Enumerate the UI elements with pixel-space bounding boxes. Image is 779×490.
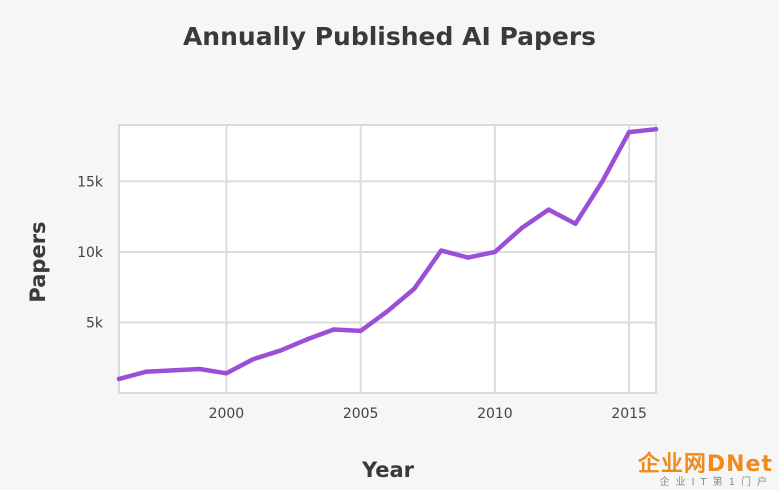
x-tick-label: 2005 [343, 406, 379, 422]
data-point [251, 356, 256, 362]
data-point [224, 371, 229, 376]
x-tick-label: 2010 [477, 406, 513, 422]
data-point [492, 249, 498, 255]
data-point [439, 248, 444, 253]
chart-title: Annually Published AI Papers [182, 22, 597, 51]
y-axis-ticks: 5k 10k 15k [77, 174, 104, 331]
data-point [304, 337, 310, 342]
data-point [331, 327, 336, 332]
watermark-subtext: 企业IT第1门户 [659, 477, 773, 488]
plot-area [118, 124, 657, 394]
data-point [385, 308, 390, 314]
y-tick-label: 5k [86, 315, 104, 331]
x-tick-label: 2015 [611, 406, 647, 422]
gridlines [119, 125, 656, 393]
data-point [412, 286, 417, 291]
data-point [519, 225, 524, 231]
watermark-logo-text: 企业网DNet [637, 452, 773, 477]
data-point [143, 369, 149, 375]
data-point [653, 127, 659, 132]
y-tick-label: 10k [77, 245, 104, 261]
data-point [277, 348, 283, 353]
data-point [573, 221, 578, 226]
series-group [116, 126, 659, 382]
data-point [546, 207, 551, 212]
watermark-logo: 企业网DNet 企业IT第1门户 [638, 454, 773, 488]
data-point [358, 328, 363, 334]
data-point [116, 376, 122, 382]
data-point [600, 179, 605, 184]
y-tick-label: 15k [77, 174, 104, 190]
x-axis-ticks: 2000 2005 2010 2015 [209, 406, 647, 422]
data-point [465, 255, 471, 260]
y-axis-label: Papers [26, 221, 50, 303]
data-point [197, 366, 202, 372]
x-tick-label: 2000 [209, 406, 245, 422]
x-axis-label: Year [361, 458, 415, 482]
data-point [626, 129, 632, 135]
data-point [170, 368, 175, 373]
